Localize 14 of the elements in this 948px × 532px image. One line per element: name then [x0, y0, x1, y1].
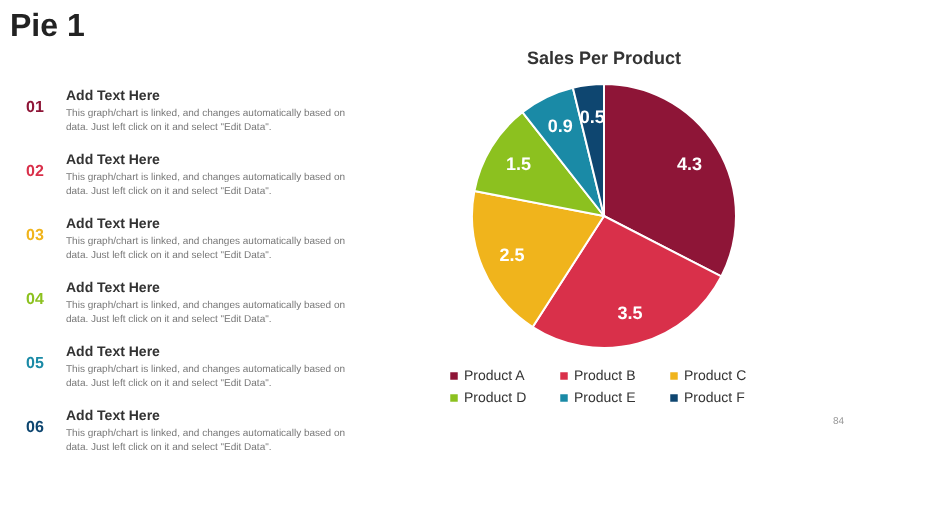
text: 04: [26, 290, 45, 308]
chart-subtitle: Sales Per Product: [526, 48, 682, 68]
data-label: 2.5: [499, 245, 525, 266]
data-label: 3.5: [617, 302, 643, 323]
data-label: 4.3: [676, 153, 702, 174]
text: Pie 1: [10, 10, 85, 44]
text: 03: [26, 226, 45, 244]
text: 05: [26, 354, 45, 372]
text: 02: [26, 162, 45, 180]
data-label: 0.9: [547, 116, 573, 137]
data-label: 1.5: [506, 153, 532, 174]
text: 06: [26, 418, 45, 436]
text: 01: [26, 98, 45, 116]
data-label: 0.5: [579, 106, 605, 127]
